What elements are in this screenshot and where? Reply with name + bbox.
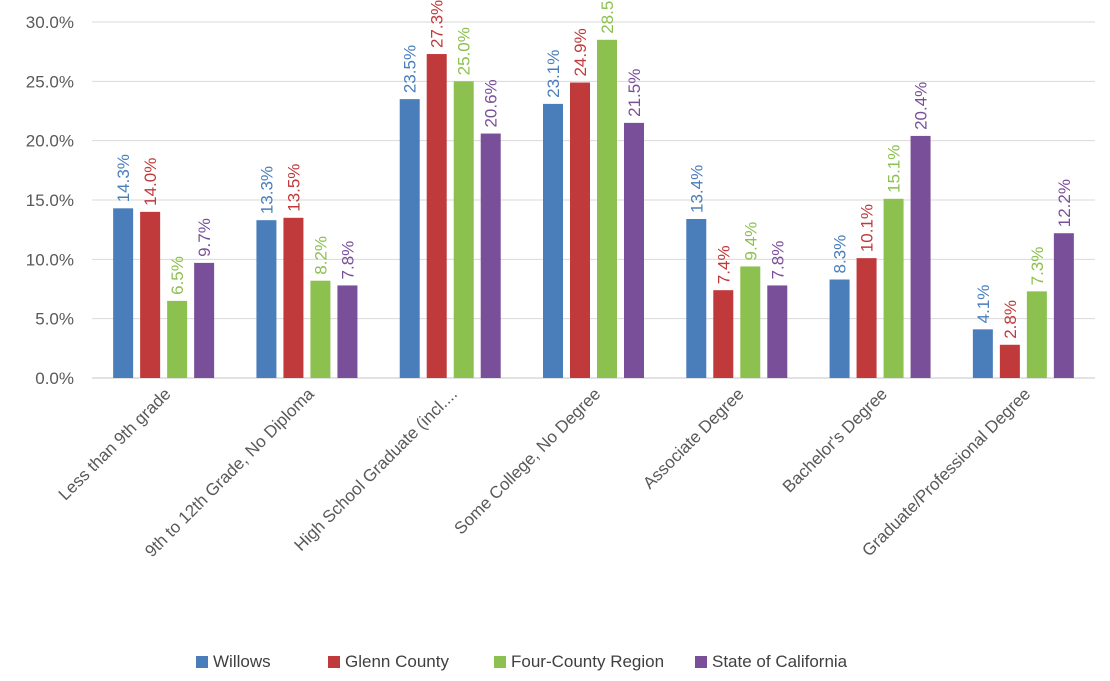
data-label: 20.6%	[482, 79, 501, 127]
bars	[113, 39, 1074, 379]
x-category-label: Graduate/Professional Degree	[858, 384, 1034, 560]
bar	[310, 280, 331, 378]
x-category-label: Some College, No Degree	[451, 384, 605, 538]
data-label: 2.8%	[1001, 300, 1020, 339]
y-tick-label: 20.0%	[26, 132, 74, 151]
data-label: 23.5%	[401, 45, 420, 93]
bar	[624, 122, 644, 378]
legend-label: Four-County Region	[511, 652, 664, 671]
data-label: 7.8%	[768, 241, 787, 280]
y-tick-label: 10.0%	[26, 250, 74, 269]
data-label: 15.1%	[885, 145, 904, 193]
x-category-label: Associate Degree	[639, 384, 747, 492]
legend-label: Willows	[213, 652, 271, 671]
legend-swatch	[494, 656, 506, 668]
gridlines	[92, 21, 1095, 379]
data-label: 7.3%	[1028, 247, 1047, 286]
data-label: 6.5%	[168, 256, 187, 295]
x-category-label: High School Graduate (incl....	[291, 384, 461, 554]
data-label: 12.2%	[1055, 179, 1074, 227]
data-label: 9.7%	[195, 218, 214, 257]
data-label: 25.0%	[455, 27, 474, 75]
bar	[856, 258, 877, 378]
bar	[767, 285, 788, 378]
data-label: 24.9%	[571, 28, 590, 76]
bar	[167, 300, 188, 378]
bar	[337, 285, 358, 378]
bar	[426, 54, 447, 378]
legend: Willows Glenn County Four-County Region Sta…	[196, 652, 848, 671]
data-label: 14.0%	[141, 158, 160, 206]
y-tick-label: 0.0%	[35, 369, 74, 388]
bar	[829, 279, 850, 378]
bar	[256, 220, 277, 378]
data-label: 28.5%	[598, 0, 617, 34]
bar	[910, 135, 931, 378]
legend-label: Glenn County	[345, 652, 449, 671]
x-category-label: Bachelor's Degree	[779, 384, 891, 496]
data-label: 7.4%	[714, 245, 733, 284]
bar	[740, 266, 761, 378]
bar	[1026, 291, 1047, 378]
data-label: 13.5%	[284, 164, 303, 212]
x-category-label: 9th to 12th Grade, No Diploma	[141, 384, 318, 561]
data-label: 21.5%	[625, 69, 644, 117]
data-label: 4.1%	[974, 285, 993, 324]
bar	[543, 103, 563, 378]
bar	[1053, 233, 1074, 378]
bar	[283, 217, 304, 378]
bar	[570, 82, 590, 379]
y-tick-label: 25.0%	[26, 72, 74, 91]
data-label: 27.3%	[428, 0, 447, 48]
data-label: 13.3%	[257, 166, 276, 214]
data-label: 20.4%	[912, 82, 931, 130]
legend-swatch	[695, 656, 707, 668]
bar	[113, 208, 134, 378]
data-label: 7.8%	[338, 241, 357, 280]
bar	[194, 262, 215, 378]
bar	[713, 290, 734, 378]
bar	[686, 218, 707, 378]
data-label: 14.3%	[114, 154, 133, 202]
data-label: 8.2%	[311, 236, 330, 275]
y-tick-label: 30.0%	[26, 13, 74, 32]
y-axis-ticks: 0.0% 5.0% 10.0% 15.0% 20.0% 25.0% 30.0%	[26, 13, 74, 388]
bar	[453, 81, 474, 378]
x-category-label: Less than 9th grade	[55, 384, 175, 504]
data-label: 13.4%	[687, 165, 706, 213]
bar	[597, 39, 617, 379]
legend-label: State of California	[712, 652, 848, 671]
bar	[480, 133, 501, 378]
data-label: 23.1%	[544, 50, 563, 98]
legend-swatch	[328, 656, 340, 668]
bar	[972, 329, 993, 378]
y-tick-label: 15.0%	[26, 191, 74, 210]
data-label: 10.1%	[858, 204, 877, 252]
bar	[140, 211, 161, 378]
data-label: 9.4%	[741, 222, 760, 261]
data-label: 8.3%	[831, 235, 850, 274]
y-tick-label: 5.0%	[35, 310, 74, 329]
bar	[399, 99, 420, 378]
bar	[883, 198, 904, 378]
legend-swatch	[196, 656, 208, 668]
bar	[999, 344, 1020, 378]
